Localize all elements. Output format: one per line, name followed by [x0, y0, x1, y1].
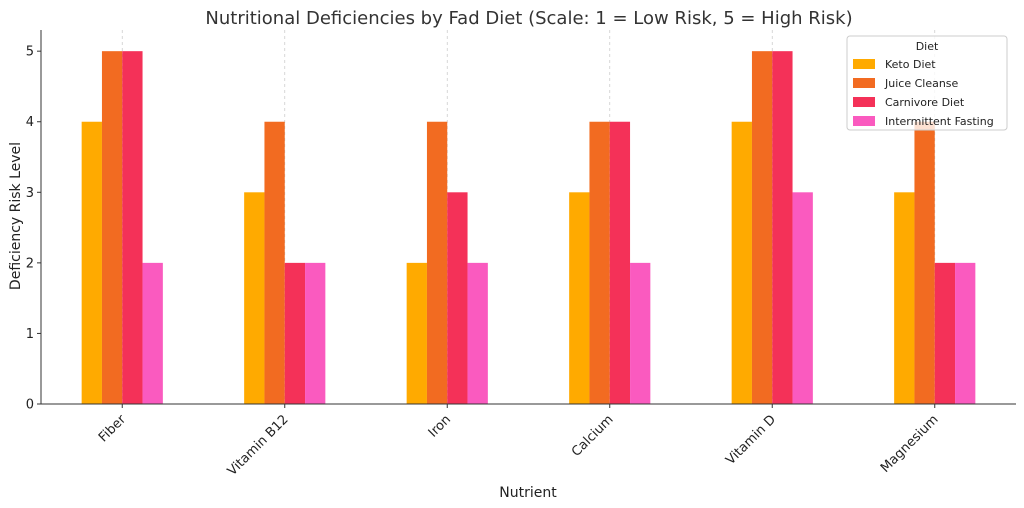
legend-swatch: [853, 116, 875, 126]
bar: [934, 262, 956, 404]
bar: [731, 121, 752, 405]
chart-title: Nutritional Deficiencies by Fad Diet (Sc…: [205, 8, 852, 29]
y-axis-ticks: 0 1 2 3 4 5: [26, 45, 41, 413]
bar: [792, 192, 813, 404]
y-tick-label: 0: [26, 398, 34, 413]
bar: [609, 121, 631, 405]
legend: Diet Keto Diet Juice Cleanse Carnivore Die…: [846, 35, 1008, 131]
bar: [894, 192, 915, 404]
y-tick-label: 2: [26, 256, 34, 271]
legend-label: Juice Cleanse: [884, 77, 959, 90]
legend-swatch: [853, 78, 875, 88]
bar: [244, 192, 265, 404]
bar: [751, 51, 773, 405]
y-tick-label: 1: [26, 327, 34, 342]
bar: [122, 51, 143, 405]
legend-box: [846, 35, 1008, 131]
bar: [284, 262, 306, 404]
bar: [955, 262, 976, 404]
x-axis-label: Nutrient: [499, 485, 557, 501]
bar: [426, 121, 448, 405]
legend-swatch: [853, 97, 875, 107]
x-tick-label: Iron: [426, 412, 454, 440]
y-tick-label: 5: [26, 45, 34, 60]
bar: [305, 262, 326, 404]
y-tick-label: 4: [26, 115, 34, 130]
bar: [914, 121, 935, 405]
x-tick-label: Fiber: [96, 412, 130, 446]
legend-label: Intermittent Fasting: [885, 115, 994, 128]
legend-swatch: [853, 59, 875, 69]
bar: [772, 51, 793, 405]
bar: [630, 262, 651, 404]
bars-group: [81, 51, 976, 405]
axes: [40, 30, 1016, 405]
bar: [569, 192, 590, 404]
x-tick-label: Calcium: [569, 412, 617, 460]
gridlines: [121, 30, 936, 404]
x-tick-label: Vitamin D: [723, 412, 779, 468]
bar: [101, 51, 123, 405]
bar: [589, 121, 610, 405]
legend-label: Carnivore Diet: [885, 96, 965, 109]
bar: [467, 262, 488, 404]
bar: [406, 262, 427, 404]
y-axis-label: Deficiency Risk Level: [8, 142, 24, 290]
x-axis-ticks: Fiber Vitamin B12 Iron Calcium Vitamin D Magn…: [96, 404, 942, 479]
x-tick-label: Vitamin B12: [225, 412, 292, 479]
bar: [264, 121, 285, 405]
x-tick-label: Magnesium: [878, 412, 942, 476]
bar: [81, 121, 102, 405]
y-tick-label: 3: [26, 186, 34, 201]
bar: [447, 192, 468, 404]
legend-title: Diet: [916, 40, 939, 53]
bar: [142, 262, 163, 404]
legend-label: Keto Diet: [885, 58, 936, 71]
legend-items: Keto Diet Juice Cleanse Carnivore Diet Inte…: [853, 58, 994, 128]
